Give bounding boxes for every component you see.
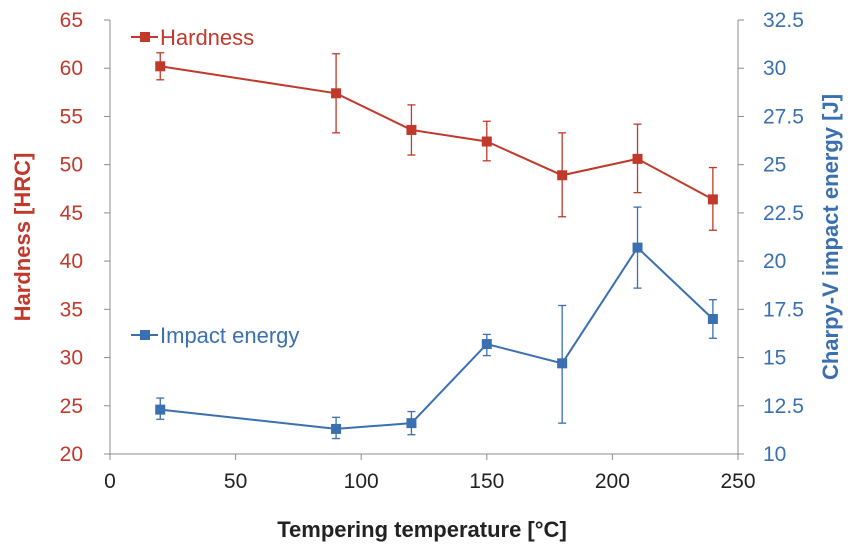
- axes: [104, 19, 744, 460]
- y-tick-label-left: 35: [60, 298, 83, 321]
- y-tick-label-left: 25: [60, 395, 83, 418]
- series-layer: [155, 52, 718, 440]
- series-hardness: [155, 52, 718, 231]
- data-point-hardness: [557, 170, 568, 181]
- legend-impact-marker: [140, 330, 150, 340]
- legend-hardness-marker: [140, 32, 150, 42]
- data-point-impact-energy: [481, 339, 492, 350]
- data-point-hardness: [707, 194, 718, 205]
- tick-labels: 0 50 100 150 200 250 20 25 30 35 40 45 50 55 60 65 10 12.…: [60, 9, 804, 493]
- data-point-hardness: [406, 124, 417, 135]
- x-tick-label: 0: [104, 470, 116, 493]
- y-tick-label-right: 32.5: [763, 9, 804, 32]
- legend-impact-label: Impact energy: [160, 323, 299, 348]
- y-tick-label-left: 55: [60, 105, 83, 128]
- y-tick-label-right: 15: [763, 347, 786, 370]
- y-tick-label-right: 17.5: [763, 298, 804, 321]
- y-axis-title-left: Hardness [HRC]: [10, 153, 35, 322]
- legend-hardness: Hardness: [131, 25, 254, 50]
- y-tick-label-right: 27.5: [763, 105, 804, 128]
- series-line-hardness: [160, 65, 714, 201]
- y-tick-label-left: 20: [60, 443, 83, 466]
- y-tick-label-right: 25: [763, 154, 786, 177]
- series-impact-energy: [155, 206, 718, 440]
- data-point-impact-energy: [155, 404, 166, 415]
- y-tick-label-left: 60: [60, 57, 83, 80]
- data-point-impact-energy: [557, 358, 568, 369]
- y-axis-title-right: Charpy-V impact energy [J]: [818, 94, 843, 380]
- y-tick-label-right: 20: [763, 250, 786, 273]
- y-tick-label-left: 30: [60, 347, 83, 370]
- data-point-impact-energy: [707, 313, 718, 324]
- data-point-impact-energy: [632, 242, 643, 253]
- data-point-hardness: [481, 136, 492, 147]
- legend-impact-energy: Impact energy: [131, 323, 299, 348]
- y-tick-label-left: 40: [60, 250, 83, 273]
- x-tick-label: 100: [344, 470, 379, 493]
- x-tick-label: 250: [720, 470, 755, 493]
- data-point-hardness: [632, 153, 643, 164]
- x-axis-title: Tempering temperature [°C]: [277, 517, 567, 542]
- legend-hardness-label: Hardness: [160, 25, 254, 50]
- y-tick-label-left: 65: [60, 9, 83, 32]
- y-tick-label-left: 50: [60, 154, 83, 177]
- y-tick-label-right: 12.5: [763, 395, 804, 418]
- x-tick-label: 150: [469, 470, 504, 493]
- x-tick-label: 200: [595, 470, 630, 493]
- x-tick-label: 50: [224, 470, 247, 493]
- y-tick-label-right: 10: [763, 443, 786, 466]
- data-point-hardness: [331, 88, 342, 99]
- y-tick-label-right: 30: [763, 57, 786, 80]
- data-point-impact-energy: [331, 423, 342, 434]
- data-point-hardness: [155, 61, 166, 72]
- y-tick-label-left: 45: [60, 202, 83, 225]
- y-tick-label-right: 22.5: [763, 202, 804, 225]
- data-point-impact-energy: [406, 418, 417, 429]
